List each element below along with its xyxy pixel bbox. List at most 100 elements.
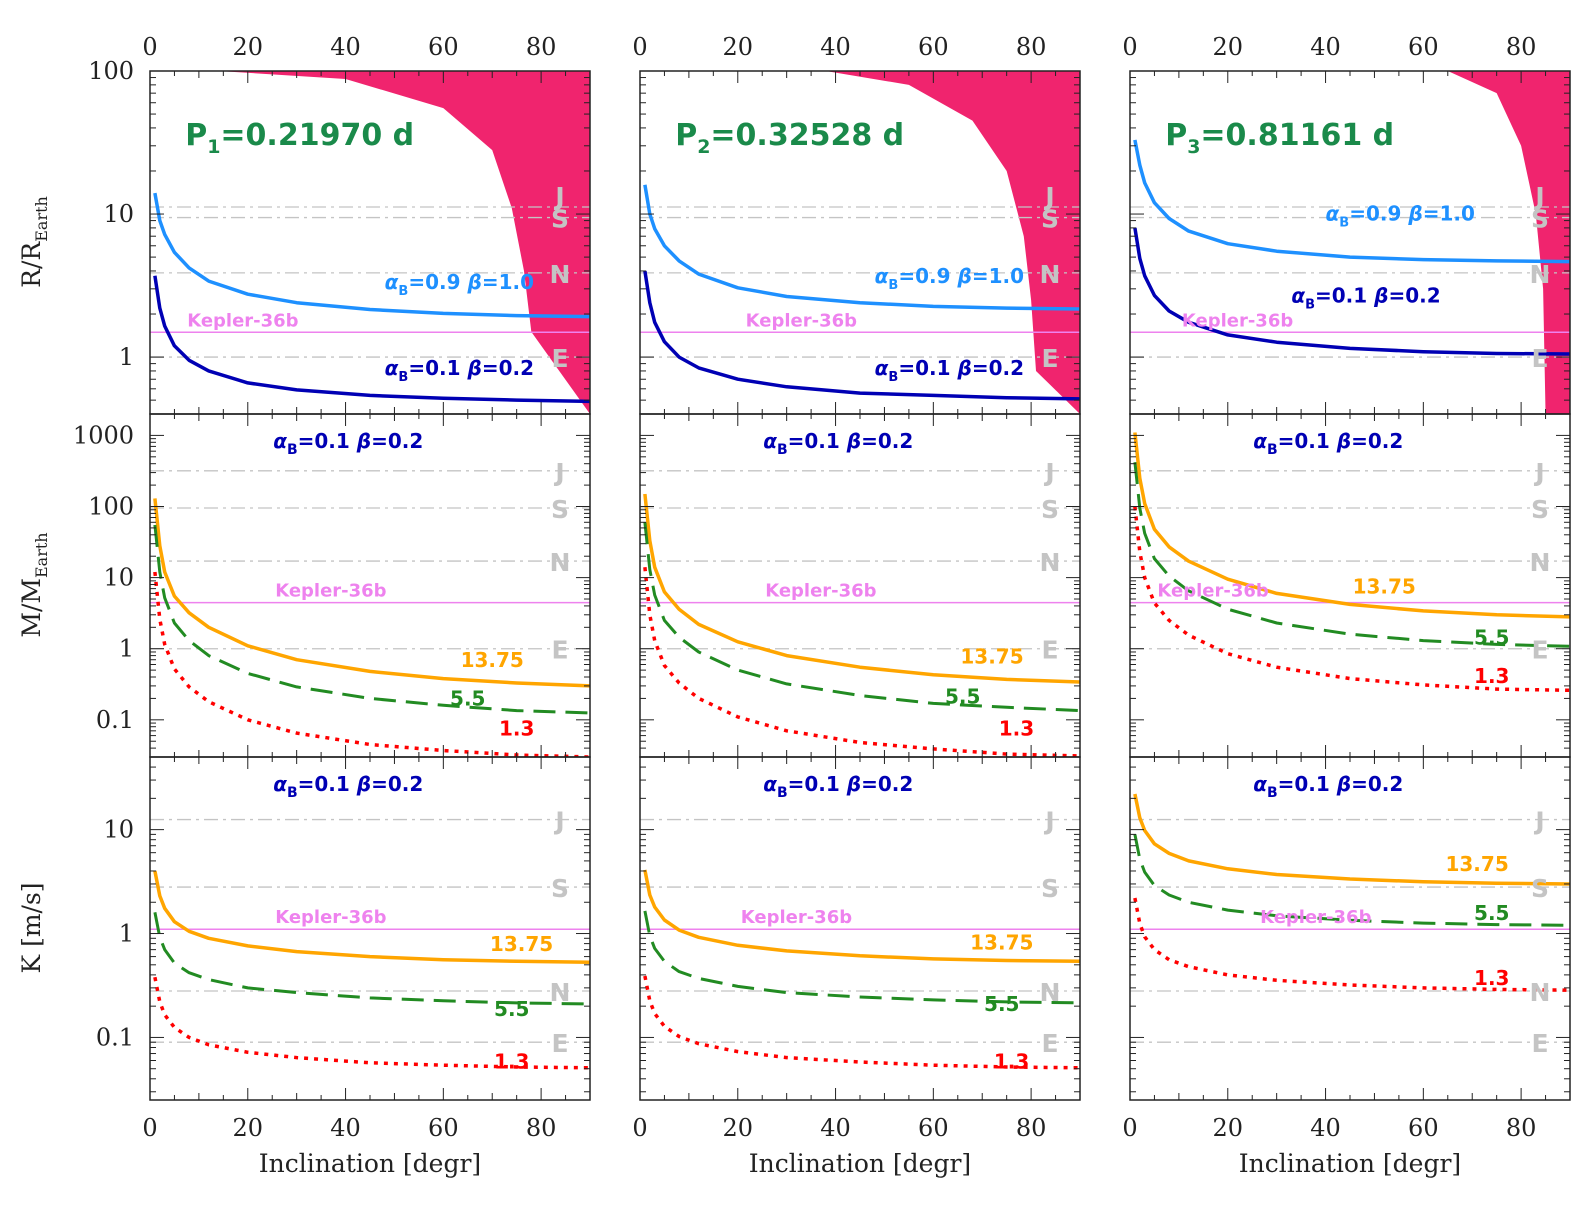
planet-label-N: N <box>1530 260 1551 289</box>
series-label-0: 13.75 <box>1353 574 1416 598</box>
x-tick-label: 80 <box>526 1114 557 1142</box>
panel-5: JSN E Kepler-36b αB=0.1 β=0.2 13.75 5.5 1.3 <box>1129 413 1571 758</box>
y-tick-label: 1 <box>119 635 134 663</box>
planet-label-E: E <box>1531 344 1548 373</box>
y-tick-label: 1 <box>119 920 134 948</box>
x-axis-title: Inclination [degr] <box>259 1149 481 1178</box>
planet-label-N: N <box>1530 548 1551 577</box>
planet-label-N: N <box>550 260 571 289</box>
x-tick-label: 40 <box>330 33 361 61</box>
planet-label-N: N <box>1040 548 1061 577</box>
series-line-0 <box>153 870 590 964</box>
planet-label-E: E <box>1041 1029 1058 1058</box>
series-line-1 <box>643 910 1080 1005</box>
planet-label-N: N <box>550 548 571 577</box>
x-tick-label: 0 <box>632 1114 647 1142</box>
series-line-1 <box>1133 227 1570 356</box>
panel-4: JSN E Kepler-36b αB=0.1 β=0.2 13.75 5.5 1.3 <box>639 413 1081 758</box>
x-tick-label: 80 <box>1016 33 1047 61</box>
series-label-0: 13.75 <box>461 648 524 672</box>
series-label-2: 1.3 <box>999 717 1034 741</box>
series-label-0: 13.75 <box>490 932 553 956</box>
x-tick-label: 40 <box>820 1114 851 1142</box>
x-tick-label: 0 <box>142 1114 157 1142</box>
series-label-1: 5.5 <box>945 684 980 708</box>
y-axis-title-rv: K [m/s] <box>17 882 46 973</box>
planet-label-S: S <box>1531 205 1549 234</box>
plot-area <box>150 71 590 414</box>
forbidden-region <box>1447 71 1570 414</box>
x-tick-label: 0 <box>142 33 157 61</box>
series-label-1: 5.5 <box>984 992 1019 1016</box>
x-axis-title: Inclination [degr] <box>749 1149 971 1178</box>
x-tick-label: 20 <box>1213 33 1244 61</box>
series-label-2: 1.3 <box>499 717 534 741</box>
planet-label-S: S <box>551 495 569 524</box>
series-line-1 <box>1133 834 1570 927</box>
x-tick-label: 60 <box>1408 33 1439 61</box>
series-line-1 <box>153 275 590 404</box>
planet-label-S: S <box>1531 874 1549 903</box>
x-tick-label: 40 <box>820 33 851 61</box>
series-label-0: 13.75 <box>1445 852 1508 876</box>
plot-area <box>150 818 590 1070</box>
forbidden-region <box>218 71 590 414</box>
x-tick-label: 0 <box>1122 1114 1137 1142</box>
series-label-2: 1.3 <box>994 1050 1029 1074</box>
y-tick-label: 10 <box>103 200 134 228</box>
kepler-36b-label: Kepler-36b <box>1157 581 1268 602</box>
planet-label-N: N <box>1530 978 1551 1007</box>
panel-7: 0 20 40 60 80 J S NE Kepler-36b αB=0.1 β=0.2 13.75… <box>632 756 1081 1142</box>
kepler-36b-label: Kepler-36b <box>765 581 876 602</box>
series-line-0 <box>643 184 1080 311</box>
planet-label-J: J <box>1533 182 1544 211</box>
period-label: P3=0.81161 d <box>1165 118 1394 158</box>
panel-title: αB=0.1 β=0.2 <box>273 772 423 801</box>
kepler-36b-label: Kepler-36b <box>741 907 852 928</box>
x-tick-label: 60 <box>1408 1114 1439 1142</box>
x-tick-label: 40 <box>1310 33 1341 61</box>
period-label: P1=0.21970 d <box>185 118 414 158</box>
planet-label-J: J <box>553 182 564 211</box>
planet-label-S: S <box>1041 205 1059 234</box>
series-line-2 <box>1133 897 1570 992</box>
planet-label-E: E <box>551 636 568 665</box>
series-label-2: 1.3 <box>1474 966 1509 990</box>
x-tick-label: 80 <box>526 33 557 61</box>
series-line-2 <box>153 976 590 1070</box>
planet-label-N: N <box>1040 978 1061 1007</box>
x-tick-label: 40 <box>330 1114 361 1142</box>
planet-label-E: E <box>1531 1029 1548 1058</box>
x-tick-label: 80 <box>1506 1114 1537 1142</box>
x-tick-label: 80 <box>1506 33 1537 61</box>
series-label-0: 13.75 <box>970 931 1033 955</box>
x-tick-label: 20 <box>233 33 264 61</box>
kepler-36b-label: Kepler-36b <box>275 907 386 928</box>
panel-title: αB=0.1 β=0.2 <box>763 429 913 458</box>
x-tick-label: 20 <box>723 1114 754 1142</box>
x-axis-title: Inclination [degr] <box>1239 1149 1461 1178</box>
y-tick-label: 1 <box>119 343 134 371</box>
planet-label-S: S <box>1041 495 1059 524</box>
planet-label-J: J <box>1043 182 1054 211</box>
planet-label-E: E <box>1041 636 1058 665</box>
y-axis-title-mass: M/MEarth <box>17 532 51 637</box>
plot-area <box>150 470 590 757</box>
panel-8: 0 20 40 60 80 J S NE Kepler-36b αB=0.1 β=0.2 13.75… <box>1122 756 1571 1142</box>
planet-label-J: J <box>553 807 564 836</box>
series-label-0: αB=0.9 β=1.0 <box>385 270 534 299</box>
planet-label-J: J <box>1043 807 1054 836</box>
series-line-2 <box>1133 506 1570 693</box>
series-line-0 <box>1133 432 1570 619</box>
x-tick-label: 40 <box>1310 1114 1341 1142</box>
kepler-36b-label: Kepler-36b <box>187 310 298 331</box>
panel-title: αB=0.1 β=0.2 <box>763 772 913 801</box>
period-label: P2=0.32528 d <box>675 118 904 158</box>
x-tick-label: 20 <box>1213 1114 1244 1142</box>
series-label-0: αB=0.9 β=1.0 <box>1326 202 1475 231</box>
panel-6: 0 20 40 60 80 10 1 0.1 J S NE Kepler-36b αB=0.1 β=0.… <box>96 756 591 1142</box>
panel-3: 1000 100 10 1 0.1 JSN E Kepler-36b αB=0.1 β=0.2 1… <box>73 413 591 758</box>
forbidden-region <box>825 71 1080 414</box>
planet-label-E: E <box>1531 636 1548 665</box>
